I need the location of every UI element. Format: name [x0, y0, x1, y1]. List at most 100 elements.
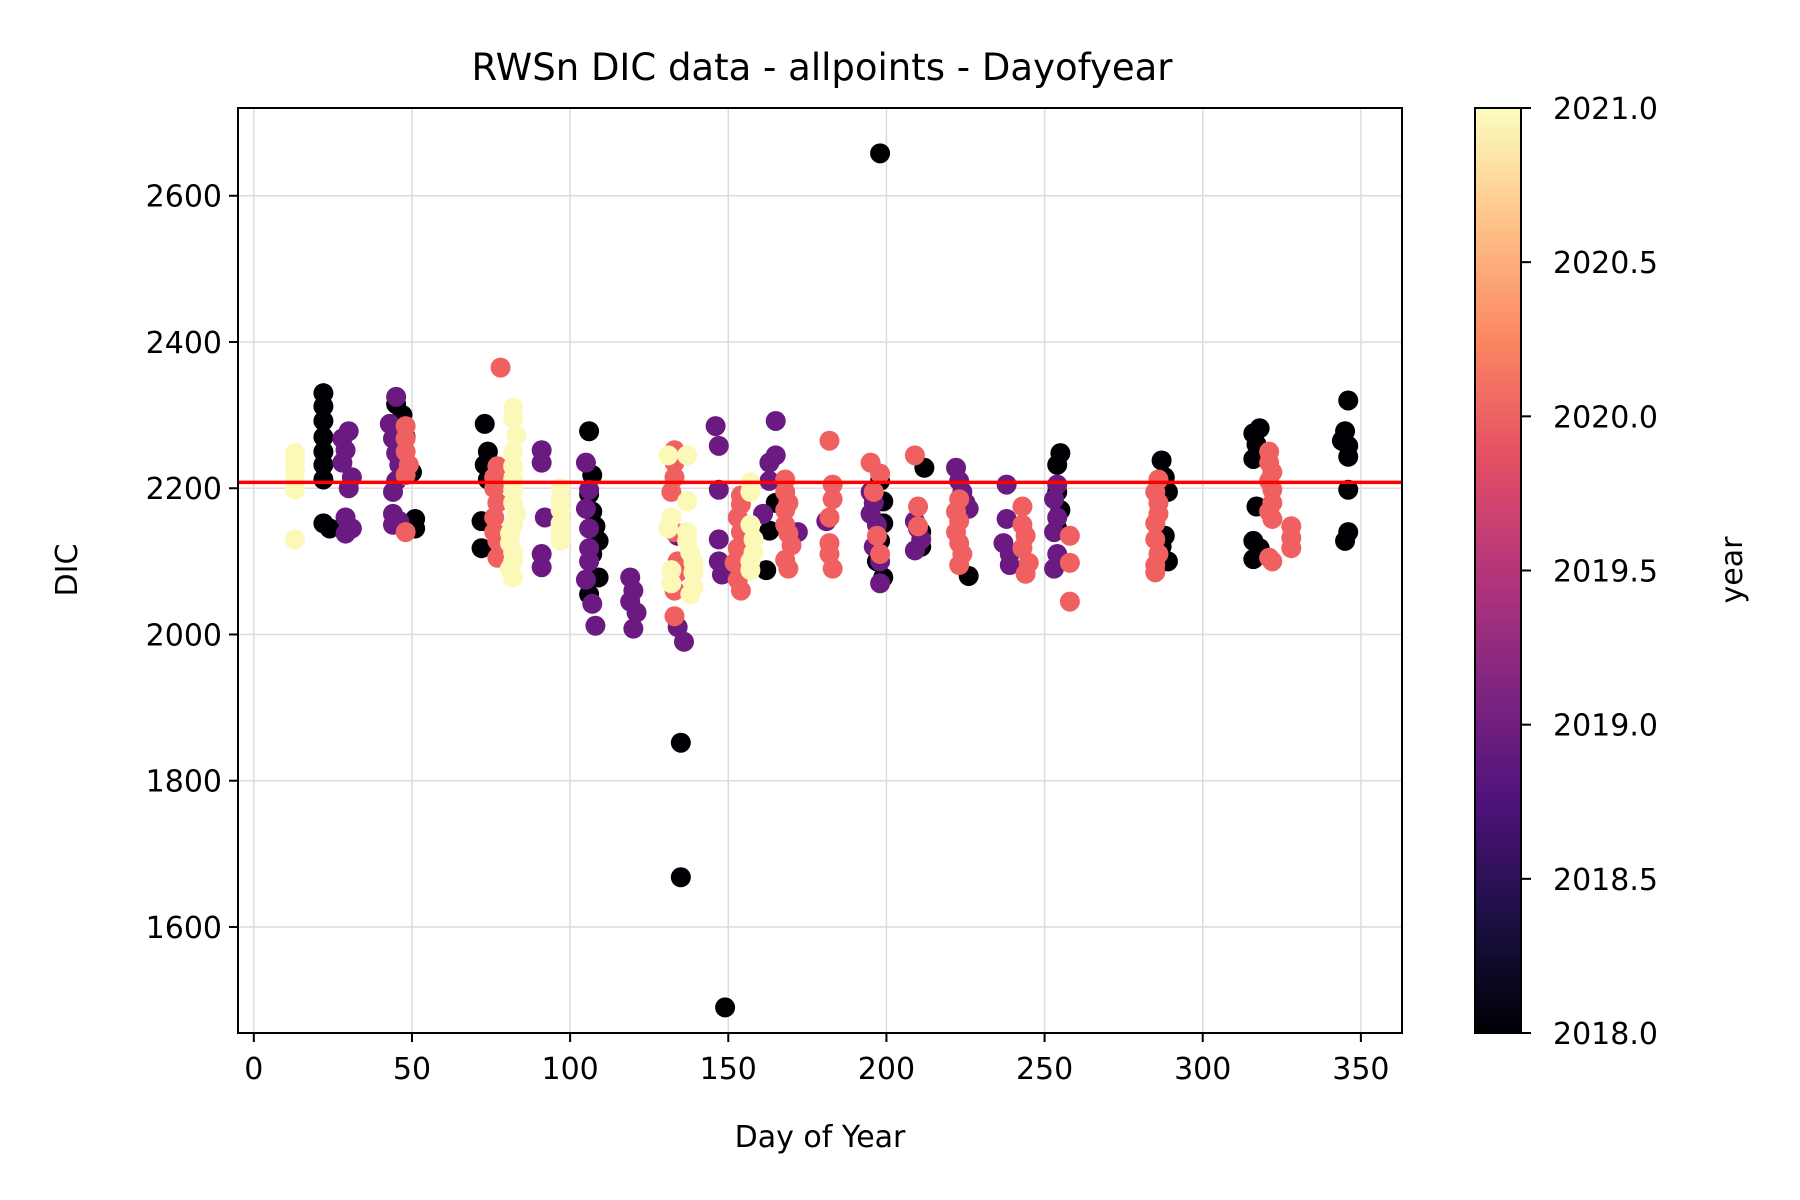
colorbar-tick-label: 2019.0 [1553, 709, 1658, 744]
scatter-point-2018 [870, 143, 891, 164]
scatter-point-2019 [765, 410, 786, 431]
y-tick-label: 1600 [146, 911, 222, 946]
scatter-point-2019 [708, 435, 729, 456]
scatter-point-2020 [664, 606, 685, 627]
scatter-point-2020 [822, 558, 843, 579]
colorbar-gradient [1474, 107, 1522, 1034]
scatter-point-2018 [313, 410, 334, 431]
scatter-point-2020 [870, 463, 891, 484]
scatter-point-2019 [708, 479, 729, 500]
scatter-point-2020 [819, 507, 840, 528]
scatter-point-2021 [658, 445, 679, 466]
scatter-point-2020 [395, 522, 416, 543]
scatter-point-2019 [673, 631, 694, 652]
scatter-point-2020 [395, 465, 416, 486]
scatter-point-2021 [683, 562, 704, 583]
scatter-point-2019 [335, 523, 356, 544]
scatter-point-2020 [1145, 513, 1166, 534]
scatter-point-2021 [284, 479, 305, 500]
y-tick-label: 2400 [146, 326, 222, 361]
scatter-point-2021 [680, 584, 701, 605]
scatter-point-2019 [1044, 489, 1065, 510]
x-axis-label: Day of Year [735, 1120, 906, 1155]
scatter-point-2020 [822, 489, 843, 510]
scatter-point-2020 [1012, 496, 1033, 517]
x-tick-label: 200 [858, 1052, 915, 1087]
x-tick-label: 150 [700, 1052, 757, 1087]
y-tick-label: 1800 [146, 765, 222, 800]
scatter-point-2020 [730, 580, 751, 601]
scatter-point-2020 [1059, 591, 1080, 612]
plot-background [238, 108, 1402, 1033]
scatter-point-2019 [999, 555, 1020, 576]
scatter-point-2019 [575, 452, 596, 473]
scatter-point-2020 [1262, 551, 1283, 572]
colorbar-tick-label: 2020.5 [1553, 246, 1658, 281]
scatter-point-2018 [1249, 418, 1270, 439]
scatter-point-2019 [585, 615, 606, 636]
scatter-point-2020 [724, 552, 745, 573]
scatter-point-2018 [756, 560, 777, 581]
y-axis-ticks: 1600 1800 2000 2200 2400 2600 [146, 180, 238, 946]
scatter-point-2018 [715, 997, 736, 1018]
scatter-point-2019 [1044, 558, 1065, 579]
scatter-point-2019 [904, 540, 925, 561]
scatter-point-2020 [1281, 538, 1302, 559]
scatter-point-2021 [677, 445, 698, 466]
scatter-point-2019 [531, 452, 552, 473]
y-tick-label: 2000 [146, 618, 222, 653]
scatter-point-2019 [534, 507, 555, 528]
scatter-point-2020 [1262, 508, 1283, 529]
scatter-point-2020 [661, 481, 682, 502]
scatter-point-2018 [319, 518, 340, 539]
scatter-point-2018 [1331, 430, 1352, 451]
scatter-point-2019 [332, 452, 353, 473]
scatter-point-2019 [623, 618, 644, 639]
scatter-point-2020 [484, 507, 505, 528]
scatter-point-2021 [284, 529, 305, 550]
scatter-point-2020 [819, 430, 840, 451]
y-axis-label: DIC [50, 544, 85, 597]
scatter-point-2021 [506, 425, 527, 446]
scatter-point-2019 [338, 421, 359, 442]
scatter-point-2019 [579, 518, 600, 539]
scatter-point-2020 [1059, 552, 1080, 573]
scatter-point-2021 [503, 441, 524, 462]
colorbar-label: year [1715, 536, 1750, 604]
colorbar-tick-label: 2018.0 [1553, 1017, 1658, 1052]
scatter-point-2019 [382, 481, 403, 502]
scatter-point-2020 [1015, 563, 1036, 584]
scatter-point-2019 [626, 602, 647, 623]
colorbar-tick-label: 2018.5 [1553, 863, 1658, 898]
scatter-point-2019 [531, 557, 552, 578]
scatter-point-2019 [579, 551, 600, 572]
scatter-point-2018 [670, 732, 691, 753]
scatter-point-2021 [740, 560, 761, 581]
scatter-point-2020 [908, 516, 929, 537]
scatter-point-2018 [1243, 448, 1264, 469]
scatter-point-2018 [313, 469, 334, 490]
x-tick-label: 300 [1174, 1052, 1231, 1087]
scatter-point-2020 [863, 481, 884, 502]
scatter-point-2018 [579, 421, 600, 442]
scatter-point-2018 [1050, 443, 1071, 464]
colorbar: 2018.0 2018.5 2019.0 2019.5 2020.0 2020.5 2021… [1474, 92, 1750, 1052]
scatter-point-2019 [996, 508, 1017, 529]
plot-area: 0 50 100 150 200 250 300 350 1600 1800 2000 2200 24… [146, 107, 1403, 1087]
scatter-point-2018 [313, 396, 334, 417]
colorbar-tick-label: 2020.0 [1553, 400, 1658, 435]
y-tick-label: 2200 [146, 472, 222, 507]
scatter-point-2019 [705, 416, 726, 437]
scatter-point-2019 [996, 474, 1017, 495]
scatter-point-2020 [904, 445, 925, 466]
scatter-point-2020 [778, 558, 799, 579]
scatter-point-2021 [550, 530, 571, 551]
scatter-point-2020 [490, 357, 511, 378]
scatter-point-2019 [870, 573, 891, 594]
x-tick-label: 350 [1332, 1052, 1389, 1087]
scatter-point-2020 [949, 555, 970, 576]
scatter-point-2018 [759, 520, 780, 541]
scatter-point-2019 [575, 569, 596, 590]
scatter-point-2018 [1151, 450, 1172, 471]
scatter-point-2020 [775, 500, 796, 521]
